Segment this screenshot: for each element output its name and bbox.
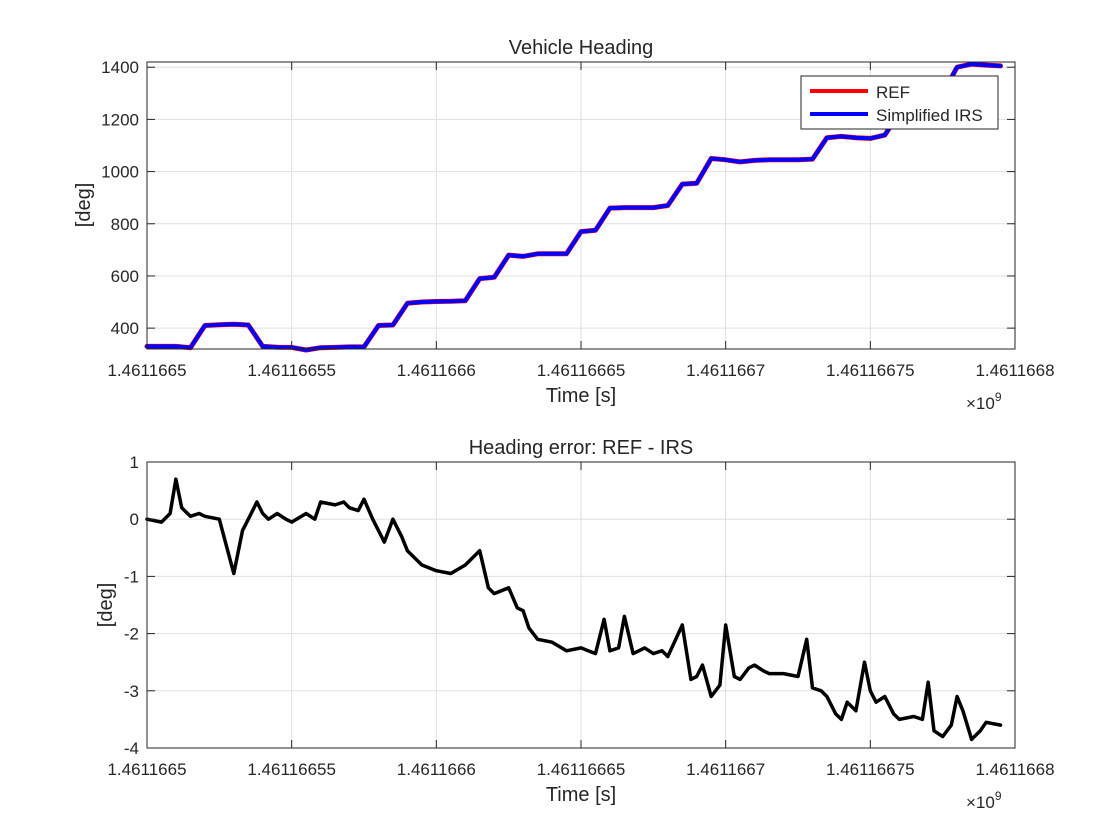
error-axes: 1.4611665 1.46116655 1.4611666 1.46116665 1.…	[95, 437, 1055, 812]
heading-x-tick-label: 1.46116675	[826, 361, 915, 380]
heading-y-tick-label: 400	[111, 319, 139, 338]
heading-x-tick-label: 1.46116665	[537, 361, 626, 380]
legend-irs-label: Simplified IRS	[876, 106, 983, 125]
heading-legend: REF Simplified IRS	[800, 75, 999, 130]
heading-x-tick-label: 1.46116655	[247, 361, 336, 380]
error-x-tick-label: 1.4611668	[975, 760, 1054, 779]
heading-chart-title: Vehicle Heading	[509, 37, 654, 59]
heading-axes: 1.4611665 1.46116655 1.4611666 1.46116665 1.…	[73, 37, 1055, 413]
heading-y-tick-label: 1000	[101, 163, 139, 182]
error-y-tick-label: 1	[130, 453, 139, 472]
error-x-multiplier: ×109	[966, 789, 1002, 812]
heading-legend-box	[800, 75, 999, 130]
error-x-tick-label: 1.4611667	[686, 760, 765, 779]
heading-x-tick-label: 1.4611666	[397, 361, 476, 380]
error-chart-title: Heading error: REF - IRS	[469, 437, 694, 459]
error-x-tick-label: 1.46116675	[826, 760, 915, 779]
error-ticks: 1.4611665 1.46116655 1.4611666 1.46116665 1.…	[107, 453, 1054, 779]
error-y-tick-label: -3	[124, 682, 139, 701]
heading-y-tick-label: 800	[111, 215, 139, 234]
heading-x-tick-label: 1.4611665	[107, 361, 186, 380]
error-y-tick-label: 0	[130, 510, 139, 529]
error-y-tick-label: -2	[124, 625, 139, 644]
error-x-tick-label: 1.4611665	[107, 760, 186, 779]
error-y-axis-label: [deg]	[95, 583, 117, 627]
error-y-tick-label: -4	[124, 739, 139, 758]
heading-y-tick-label: 1400	[101, 58, 139, 77]
error-x-tick-label: 1.46116665	[537, 760, 626, 779]
heading-x-multiplier: ×109	[966, 390, 1002, 413]
heading-y-tick-label: 1200	[101, 110, 139, 129]
heading-ticks: 1.4611665 1.46116655 1.4611666 1.46116665 1.…	[101, 58, 1054, 380]
heading-x-tick-label: 1.4611667	[686, 361, 765, 380]
error-x-axis-label: Time [s]	[546, 784, 616, 806]
error-series-line-error	[145, 477, 1003, 742]
heading-y-axis-label: [deg]	[73, 183, 95, 227]
heading-y-tick-label: 600	[111, 267, 139, 286]
error-series-group	[145, 477, 1003, 742]
error-x-tick-label: 1.46116655	[247, 760, 336, 779]
error-y-tick-label: -1	[124, 567, 139, 586]
heading-x-tick-label: 1.4611668	[975, 361, 1054, 380]
error-x-tick-label: 1.4611666	[397, 760, 476, 779]
legend-ref-label: REF	[876, 83, 910, 102]
heading-x-axis-label: Time [s]	[546, 385, 616, 407]
